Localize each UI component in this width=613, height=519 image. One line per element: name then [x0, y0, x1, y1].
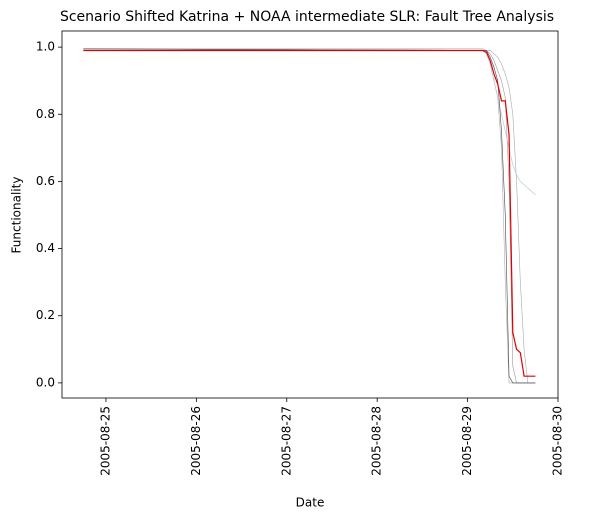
plot-frame	[61, 30, 559, 399]
y-tick-label: 0.6	[36, 174, 55, 188]
x-tick-label: 2005-08-28	[370, 406, 384, 476]
y-tick-label: 0.0	[36, 375, 55, 389]
y-tick-label: 1.0	[36, 40, 55, 54]
chart-title: Scenario Shifted Katrina + NOAA intermed…	[60, 9, 554, 25]
series-line	[83, 48, 536, 196]
x-tick-label: 2005-08-25	[98, 406, 112, 476]
series-line	[83, 48, 536, 384]
x-tick-label: 2005-08-27	[279, 406, 293, 476]
series-line	[83, 49, 536, 377]
y-tick-label: 0.8	[36, 107, 55, 121]
y-axis-label: Functionality	[10, 177, 24, 254]
series-line	[83, 48, 536, 384]
x-axis-label: Date	[296, 496, 325, 510]
x-tick-label: 2005-08-30	[551, 406, 565, 476]
x-tick-label: 2005-08-29	[460, 406, 474, 476]
series-line	[83, 48, 536, 384]
x-tick-label: 2005-08-26	[189, 406, 203, 476]
series-line	[83, 48, 536, 384]
y-tick-label: 0.4	[36, 241, 55, 255]
y-tick-label: 0.2	[36, 308, 55, 322]
